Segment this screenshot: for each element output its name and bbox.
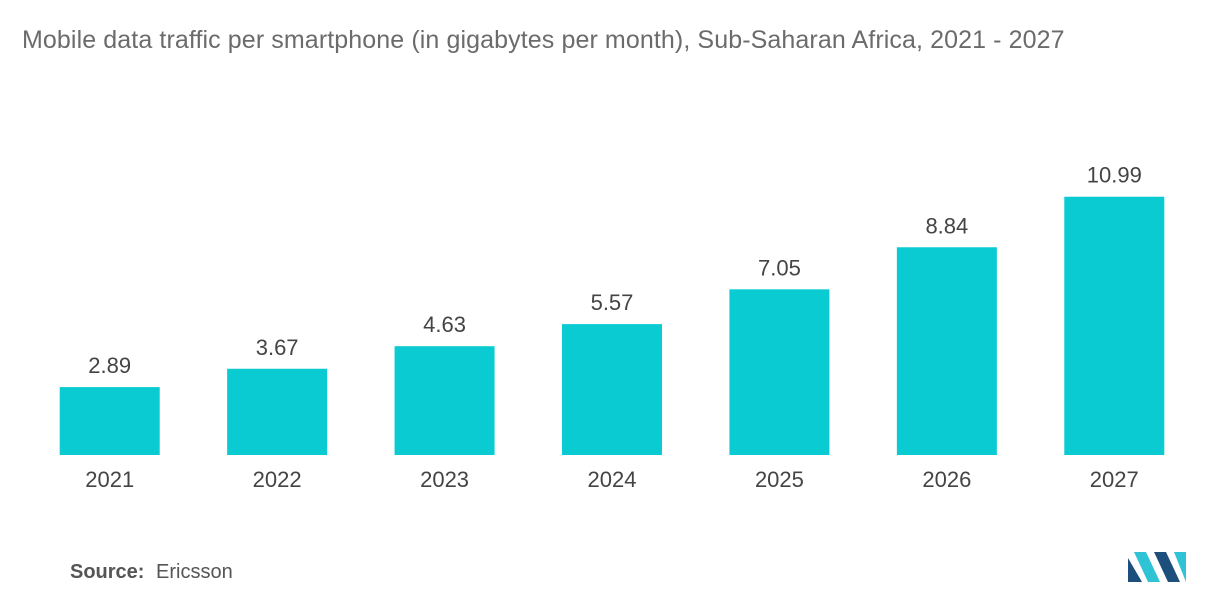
x-tick-label-2023: 2023 xyxy=(420,467,469,492)
value-label-2023: 4.63 xyxy=(423,312,466,337)
mordor-intelligence-logo-icon xyxy=(1128,552,1186,582)
value-label-2026: 8.84 xyxy=(925,213,968,238)
bar-2025 xyxy=(729,289,830,455)
x-tick-label-2027: 2027 xyxy=(1090,467,1139,492)
x-tick-label-2024: 2024 xyxy=(588,467,637,492)
bar-2027 xyxy=(1064,196,1165,456)
value-label-2027: 10.99 xyxy=(1087,163,1142,188)
value-label-2021: 2.89 xyxy=(88,353,131,378)
source-label: Source: xyxy=(70,561,145,583)
x-tick-label-2025: 2025 xyxy=(755,467,804,492)
x-tick-label-2026: 2026 xyxy=(922,467,971,492)
bar-2026 xyxy=(896,247,997,455)
bar-2023 xyxy=(394,346,495,455)
chart-title: Mobile data traffic per smartphone (in g… xyxy=(22,26,1065,54)
bar-2021 xyxy=(59,387,160,455)
bar-2024 xyxy=(562,324,662,455)
source-value: Ericsson xyxy=(156,561,233,583)
value-label-2025: 7.05 xyxy=(758,255,801,280)
x-tick-label-2022: 2022 xyxy=(253,467,302,492)
bar-2022 xyxy=(227,368,328,455)
source-note: Source: Ericsson xyxy=(70,561,233,584)
x-tick-label-2021: 2021 xyxy=(85,467,134,492)
value-label-2024: 5.57 xyxy=(591,290,634,315)
value-label-2022: 3.67 xyxy=(256,335,299,360)
